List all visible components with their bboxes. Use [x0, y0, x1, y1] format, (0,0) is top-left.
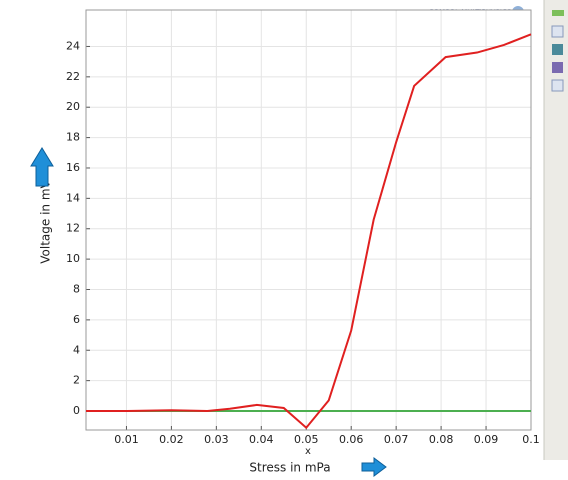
toolbar [544, 0, 568, 460]
y-tick-label: 2 [73, 374, 80, 387]
y-tick-label: 6 [73, 313, 80, 326]
plot-border [85, 9, 532, 431]
x-tick-label: 0.1 [522, 433, 540, 446]
y-tick-label: 20 [66, 100, 80, 113]
y-tick-label: 24 [66, 39, 80, 52]
y-tick-label: 8 [73, 282, 80, 295]
x-tick-label: 0.09 [474, 433, 499, 446]
y-tick-label: 22 [66, 70, 80, 83]
y-tick-label: 14 [66, 191, 80, 204]
toolbar-icon[interactable] [552, 10, 564, 16]
right-arrow [361, 457, 387, 477]
y-tick-label: 10 [66, 252, 80, 265]
y-tick-label: 18 [66, 131, 80, 144]
toolbar-icon[interactable] [552, 44, 563, 55]
x-tick-label: 0.05 [294, 433, 319, 446]
x-axis-symbol: x [305, 446, 311, 457]
plot-background [86, 10, 531, 430]
y-tick-label: 16 [66, 161, 80, 174]
x-tick-label: 0.07 [384, 433, 409, 446]
x-tick-label: 0.06 [339, 433, 364, 446]
up-arrow [30, 147, 54, 187]
toolbar-icon[interactable] [551, 79, 564, 92]
toolbar-icon[interactable] [552, 62, 563, 73]
y-tick-label: 4 [73, 343, 80, 356]
toolbar-icon[interactable] [551, 25, 564, 38]
x-tick-label: 0.04 [249, 433, 274, 446]
y-tick-label: 12 [66, 222, 80, 235]
x-tick-label: 0.03 [204, 433, 229, 446]
x-tick-label: 0.02 [159, 433, 184, 446]
y-axis-label: Voltage in mV [39, 179, 53, 263]
x-axis-label: Stress in mPa [249, 461, 330, 475]
x-tick-label: 0.01 [114, 433, 139, 446]
x-tick-label: 0.08 [429, 433, 454, 446]
y-tick-label: 0 [73, 404, 80, 417]
data-line [86, 33, 532, 430]
